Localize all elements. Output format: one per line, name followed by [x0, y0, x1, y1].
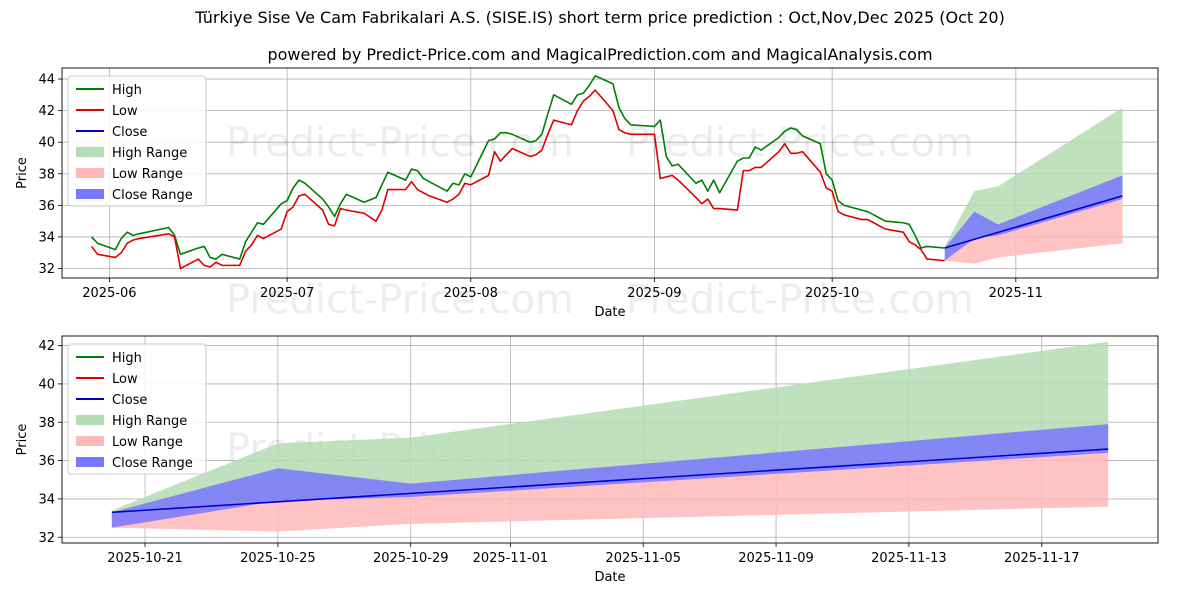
legend-low-range-label: Low Range — [112, 167, 183, 182]
legend-high-range-swatch — [76, 415, 104, 425]
x-tick-label: 2025-11-01 — [473, 551, 549, 566]
plot-area — [90, 75, 1123, 270]
plot-frame — [61, 67, 1159, 279]
y-axis-label: Price — [15, 424, 30, 456]
legend-close-label: Close — [112, 125, 147, 140]
watermark: Predict-Price.com — [626, 277, 974, 323]
legend-high-range-label: High Range — [112, 146, 187, 161]
chart-subtitle: powered by Predict-Price.com and Magical… — [267, 45, 933, 64]
low-range-band — [111, 451, 1109, 532]
x-tick-label: 2025-09 — [627, 286, 681, 301]
y-tick-label: 32 — [38, 262, 55, 277]
legend-close-range-label: Close Range — [112, 188, 193, 203]
plot-frame — [61, 335, 1159, 544]
low-range-band — [944, 197, 1123, 264]
legend-low-range-label: Low Range — [112, 435, 183, 450]
high-range-band — [111, 341, 1109, 513]
y-axis-label: Price — [15, 157, 30, 189]
legend: High Low Close High Range Low Range Close Ran… — [67, 75, 207, 207]
legend-low-range-swatch — [76, 168, 104, 178]
plot-area — [111, 341, 1109, 532]
x-axis-label: Date — [594, 570, 625, 585]
y-tick-label: 40 — [38, 377, 55, 392]
x-tick-label: 2025-10-21 — [107, 551, 183, 566]
legend-high-range-label: High Range — [112, 414, 187, 429]
y-tick-label: 32 — [38, 531, 55, 546]
y-tick-label: 38 — [38, 167, 55, 182]
legend-high-range-swatch — [76, 147, 104, 157]
x-tick-label: 2025-11 — [989, 286, 1043, 301]
y-tick-label: 36 — [38, 454, 55, 469]
legend-close-label: Close — [112, 393, 147, 408]
y-tick-label: 34 — [38, 492, 55, 507]
low-series-line — [90, 89, 945, 270]
x-tick-label: 2025-07 — [260, 286, 314, 301]
chart-title: Türkiye Sise Ve Cam Fabrikalari A.S. (SI… — [195, 8, 1005, 27]
legend-close-range-swatch — [76, 457, 104, 467]
watermark: Predict-Price.com — [226, 120, 574, 166]
legend: High Low Close High Range Low Range Close Ran… — [67, 343, 207, 475]
x-tick-label: 2025-11-17 — [1004, 551, 1080, 566]
y-tick-label: 42 — [38, 104, 55, 119]
x-tick-label: 2025-11-09 — [738, 551, 814, 566]
high-range-band — [944, 107, 1123, 248]
x-tick-label: 2025-06 — [82, 286, 136, 301]
legend-high-label: High — [112, 351, 142, 366]
legend-close-range-label: Close Range — [112, 456, 193, 471]
watermark: Predict-Price.com — [626, 120, 974, 166]
legend-low-label: Low — [112, 104, 138, 119]
y-tick-label: 42 — [38, 339, 55, 354]
y-tick-label: 40 — [38, 136, 55, 151]
x-tick-label: 2025-10-25 — [240, 551, 316, 566]
high-series-line — [91, 75, 945, 260]
legend-high-label: High — [112, 83, 142, 98]
close-series-line — [111, 448, 1109, 514]
close-range-band — [944, 175, 1123, 261]
y-tick-label: 38 — [38, 416, 55, 431]
close-series-line — [944, 195, 1123, 249]
chart-panel-1: 32 34 36 38 40 42 44 2025-06 2025-07 2025-08 2025-… — [15, 67, 1159, 323]
close-range-band — [111, 424, 1109, 528]
legend-low-range-swatch — [76, 436, 104, 446]
y-tick-label: 34 — [38, 230, 55, 245]
y-tick-label: 36 — [38, 199, 55, 214]
y-tick-label: 44 — [38, 73, 55, 88]
x-tick-label: 2025-11-13 — [871, 551, 947, 566]
legend-low-label: Low — [112, 372, 138, 387]
x-tick-label: 2025-10-29 — [373, 551, 449, 566]
x-axis-label: Date — [594, 305, 625, 320]
chart-panel-2: 32 34 36 38 40 42 2025-10-21 2025-10-25 2025-10-… — [15, 335, 1159, 585]
x-tick-label: 2025-08 — [444, 286, 498, 301]
x-tick-label: 2025-10 — [805, 286, 859, 301]
legend-close-range-swatch — [76, 189, 104, 199]
watermark: Predict-Price.com — [226, 277, 574, 323]
x-tick-label: 2025-11-05 — [605, 551, 681, 566]
